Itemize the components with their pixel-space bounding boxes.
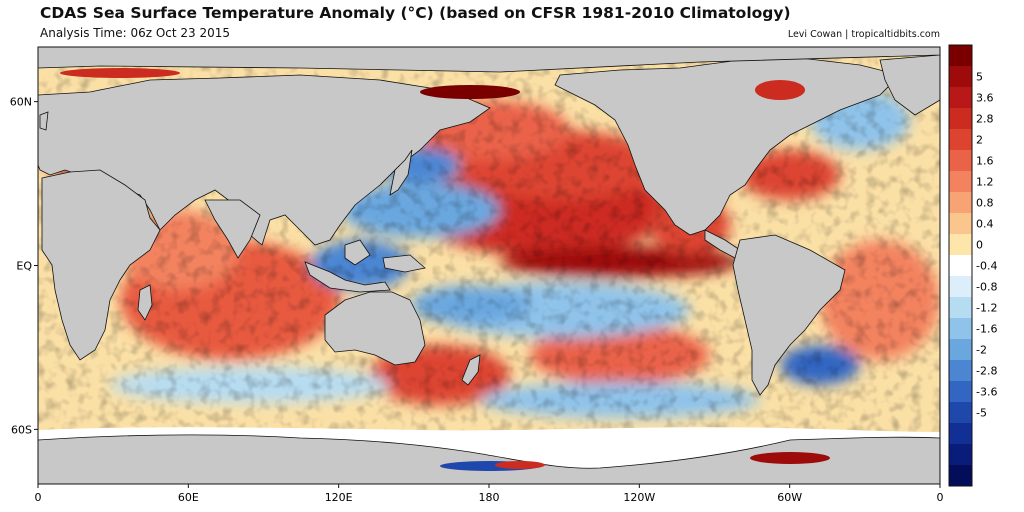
colorbar-label: 3.6 [976,92,994,105]
colorbar-label: 0.4 [976,218,994,231]
colorbar-swatch [949,234,972,256]
colorbar-label: 0.8 [976,197,994,210]
colorbar-swatch [949,45,972,67]
colorbar-swatch [949,129,972,151]
colorbar-label: 1.6 [976,155,994,168]
map-title: CDAS Sea Surface Temperature Anomaly (°C… [40,4,791,22]
colorbar-label: -1.2 [976,302,997,315]
colorbar-swatch [949,360,972,382]
latitude-labels: 60N EQ 60S [10,96,38,436]
colorbar-swatch [949,318,972,340]
lat-label: 60S [11,423,32,436]
colorbar-swatch [949,381,972,403]
lon-label: 0 [937,491,944,504]
land-masses [38,47,940,396]
colorbar-label: -2.8 [976,365,997,378]
colorbar-swatch [949,402,972,424]
colorbar-label: -0.8 [976,281,997,294]
lon-label: 0 [35,491,42,504]
colorbar-swatch [949,171,972,193]
colorbar-swatch [949,297,972,319]
colorbar-swatch [949,276,972,298]
analysis-time: Analysis Time: 06z Oct 23 2015 [40,26,231,40]
colorbar-label: -0.4 [976,260,997,273]
colorbar-swatch [949,213,972,235]
lat-label: 60N [10,96,32,109]
colorbar-label: 0 [976,239,983,252]
colorbar: 5 3.6 2.8 2 1.6 1.2 0.8 0.4 0 -0.4 -0.8 -1.2 -1.6 -2 -… [948,44,997,487]
colorbar-swatch [949,423,972,445]
colorbar-swatch [949,339,972,361]
colorbar-swatch [949,66,972,88]
lon-label: 120E [325,491,353,504]
colorbar-label: -3.6 [976,386,997,399]
colorbar-label: 2.8 [976,113,994,126]
colorbar-frame [948,44,973,487]
longitude-labels: 0 60E 120E 180 120W 60W 0 [35,484,944,504]
colorbar-swatch [949,444,972,466]
colorbar-label: -2 [976,344,987,357]
colorbar-label: 2 [976,134,983,147]
colorbar-label: -1.6 [976,323,997,336]
colorbar-label: -5 [976,407,987,420]
colorbar-swatch [949,108,972,130]
lon-label: 60W [777,491,802,504]
lon-label: 60E [178,491,199,504]
credit-text: Levi Cowan | tropicaltidbits.com [787,29,940,40]
colorbar-swatch [949,465,972,487]
colorbar-swatch [949,150,972,172]
colorbar-swatch [949,192,972,214]
lat-label: EQ [16,260,32,273]
ocean-field [38,47,940,484]
colorbar-swatch [949,255,972,277]
lon-label: 120W [623,491,655,504]
lon-label: 180 [479,491,500,504]
colorbar-label: 5 [976,71,983,84]
colorbar-label: 1.2 [976,176,994,189]
colorbar-swatch [949,87,972,109]
